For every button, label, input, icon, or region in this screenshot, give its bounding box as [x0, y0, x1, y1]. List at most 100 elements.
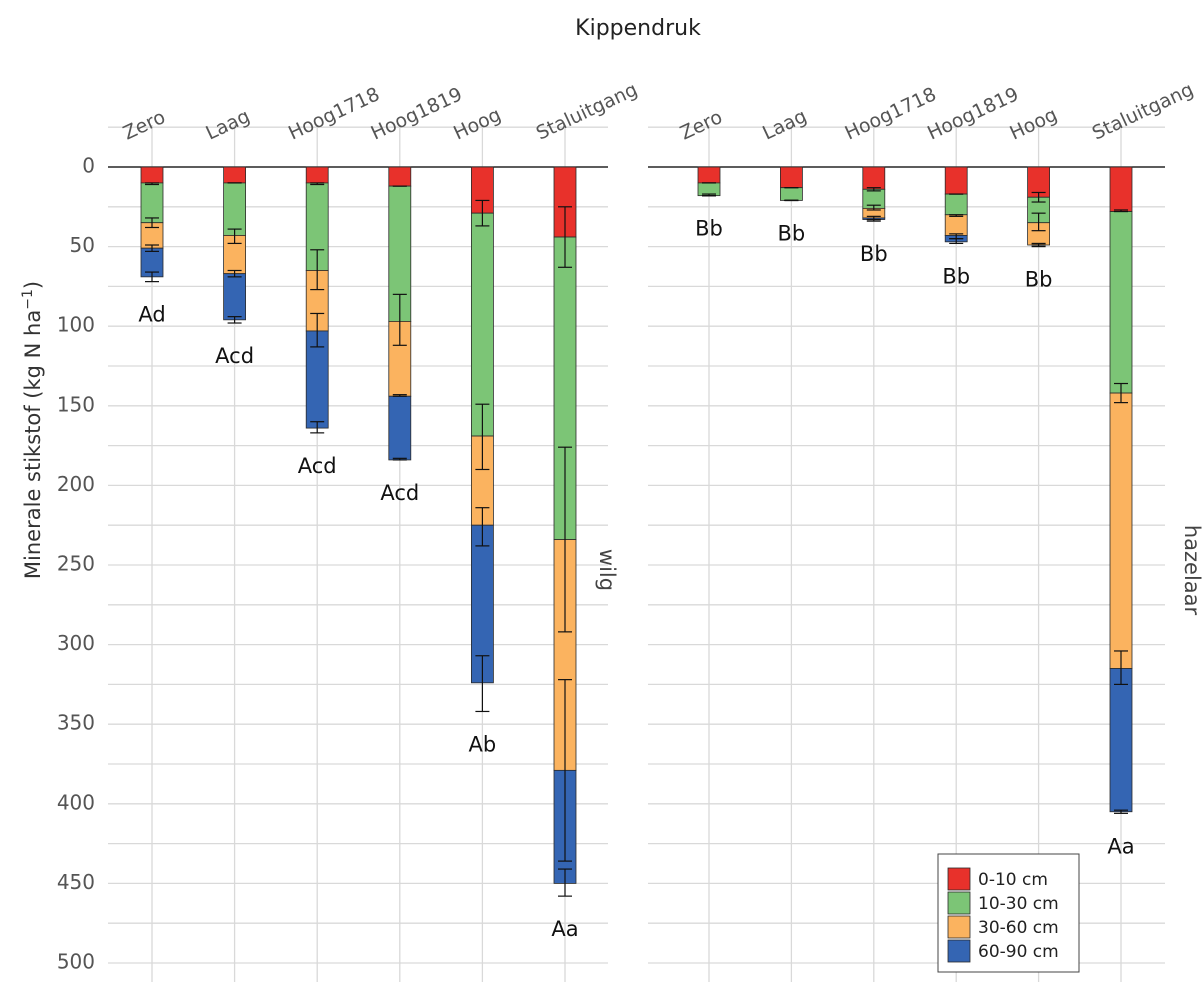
x-tick-label: Staluitgang: [1089, 79, 1197, 145]
error-bar: [949, 238, 964, 245]
x-tick-label: Hoog1718: [285, 83, 383, 144]
y-tick-label: 0: [82, 154, 95, 178]
bar-segment: [944, 166, 968, 195]
significance-label: Bb: [860, 242, 888, 266]
bar-segment: [223, 166, 247, 184]
significance-label: Ab: [469, 732, 497, 756]
y-tick-label: 50: [70, 233, 95, 257]
error-bar: [392, 394, 407, 397]
significance-label: Bb: [1025, 268, 1053, 292]
significance-label: Bb: [942, 264, 970, 288]
error-bar: [866, 215, 881, 222]
error-bar: [475, 507, 490, 547]
legend-label: 0-10 cm: [978, 870, 1048, 890]
error-bar: [475, 403, 490, 471]
error-bar: [558, 868, 572, 897]
error-bar: [475, 199, 490, 227]
y-tick-label: 200: [57, 472, 95, 496]
bar-segment: [697, 166, 721, 184]
error-bar: [1031, 212, 1046, 232]
y-tick-label: 450: [57, 870, 95, 894]
bar-segment: [862, 166, 886, 190]
bar-segment: [944, 214, 968, 236]
x-tick-label: Staluitgang: [533, 79, 641, 145]
significance-label: Acd: [215, 344, 254, 368]
legend-swatch: [947, 867, 971, 891]
chart-title: Kippendruk: [575, 16, 701, 41]
panel-label-wilg: wilg: [595, 549, 619, 591]
error-bar: [145, 217, 159, 229]
x-tick-label: Hoog1718: [842, 83, 940, 144]
y-tick-label: 350: [57, 711, 95, 735]
error-bar: [1114, 382, 1128, 404]
bar-segment: [140, 182, 164, 224]
bar-segment: [140, 166, 164, 184]
bar-segment: [388, 166, 412, 187]
y-tick-label: 100: [57, 313, 95, 337]
bar-segment: [1109, 392, 1133, 669]
significance-label: Ad: [138, 303, 165, 327]
y-axis-label-close: ): [21, 281, 45, 289]
x-tick-label: Hoog: [450, 104, 504, 145]
error-bar: [1114, 809, 1128, 814]
error-bar: [475, 655, 490, 713]
error-bar: [558, 206, 572, 268]
significance-label: Aa: [1107, 834, 1134, 858]
x-tick-label: Laag: [202, 105, 253, 144]
legend-swatch: [947, 891, 971, 915]
y-tick-label: 400: [57, 790, 95, 814]
bar-segment: [470, 212, 494, 437]
error-bar: [392, 457, 407, 461]
error-bar: [145, 244, 159, 252]
error-bar: [145, 182, 159, 186]
legend-item: 0-10 cm: [947, 867, 1048, 891]
bar-segment: [780, 166, 803, 189]
y-axis-label-main: Minerale stikstof (kg N ha: [21, 310, 45, 579]
error-bar: [310, 421, 325, 434]
significance-label: Aa: [551, 917, 578, 941]
bar-segment: [780, 187, 803, 201]
significance-label: Bb: [778, 221, 806, 245]
bar-segment: [1109, 166, 1133, 212]
y-axis-label-superscript: −1: [20, 289, 36, 310]
bar-segment: [223, 182, 247, 236]
bar-segment: [223, 273, 247, 321]
error-bar: [1114, 209, 1128, 213]
x-tick-label: Hoog1819: [924, 83, 1022, 144]
error-bar: [310, 312, 325, 348]
error-bar: [310, 182, 325, 186]
legend-label: 30-60 cm: [978, 918, 1059, 938]
bar-segment: [1109, 668, 1133, 813]
significance-label: Acd: [380, 481, 419, 505]
plot-area: 0 50 100 150 200 250 300 350 400 450 500 Zero Laag Ho…: [57, 79, 1203, 982]
legend-item: 10-30 cm: [947, 891, 1059, 915]
error-bar: [145, 271, 159, 283]
y-axis-label: Minerale stikstof (kg N ha−1): [20, 281, 45, 579]
error-bar: [1114, 650, 1128, 686]
y-tick-label: 300: [57, 631, 95, 655]
error-bar: [866, 187, 881, 192]
legend-label: 60-90 cm: [978, 942, 1059, 962]
y-tick-label: 250: [57, 552, 95, 576]
error-bar: [392, 293, 407, 346]
legend-item: 60-90 cm: [947, 939, 1059, 963]
significance-label: Bb: [695, 217, 723, 241]
error-bar: [227, 269, 242, 278]
bar-segment: [1109, 211, 1133, 394]
panel-label-hazelaar: hazelaar: [1180, 525, 1203, 616]
legend-label: 10-30 cm: [978, 894, 1059, 914]
x-tick-label: Laag: [759, 105, 810, 144]
legend-item: 30-60 cm: [947, 915, 1059, 939]
legend-swatch: [947, 915, 971, 939]
x-tick-label: Hoog: [1006, 104, 1060, 145]
error-bar: [227, 316, 242, 324]
x-tick-label: Zero: [677, 106, 726, 144]
x-tick-label: Hoog1819: [368, 83, 466, 144]
error-bar: [1031, 191, 1046, 203]
error-bar: [558, 679, 572, 862]
x-tick-label: Zero: [120, 106, 169, 144]
y-tick-label: 500: [57, 950, 95, 974]
